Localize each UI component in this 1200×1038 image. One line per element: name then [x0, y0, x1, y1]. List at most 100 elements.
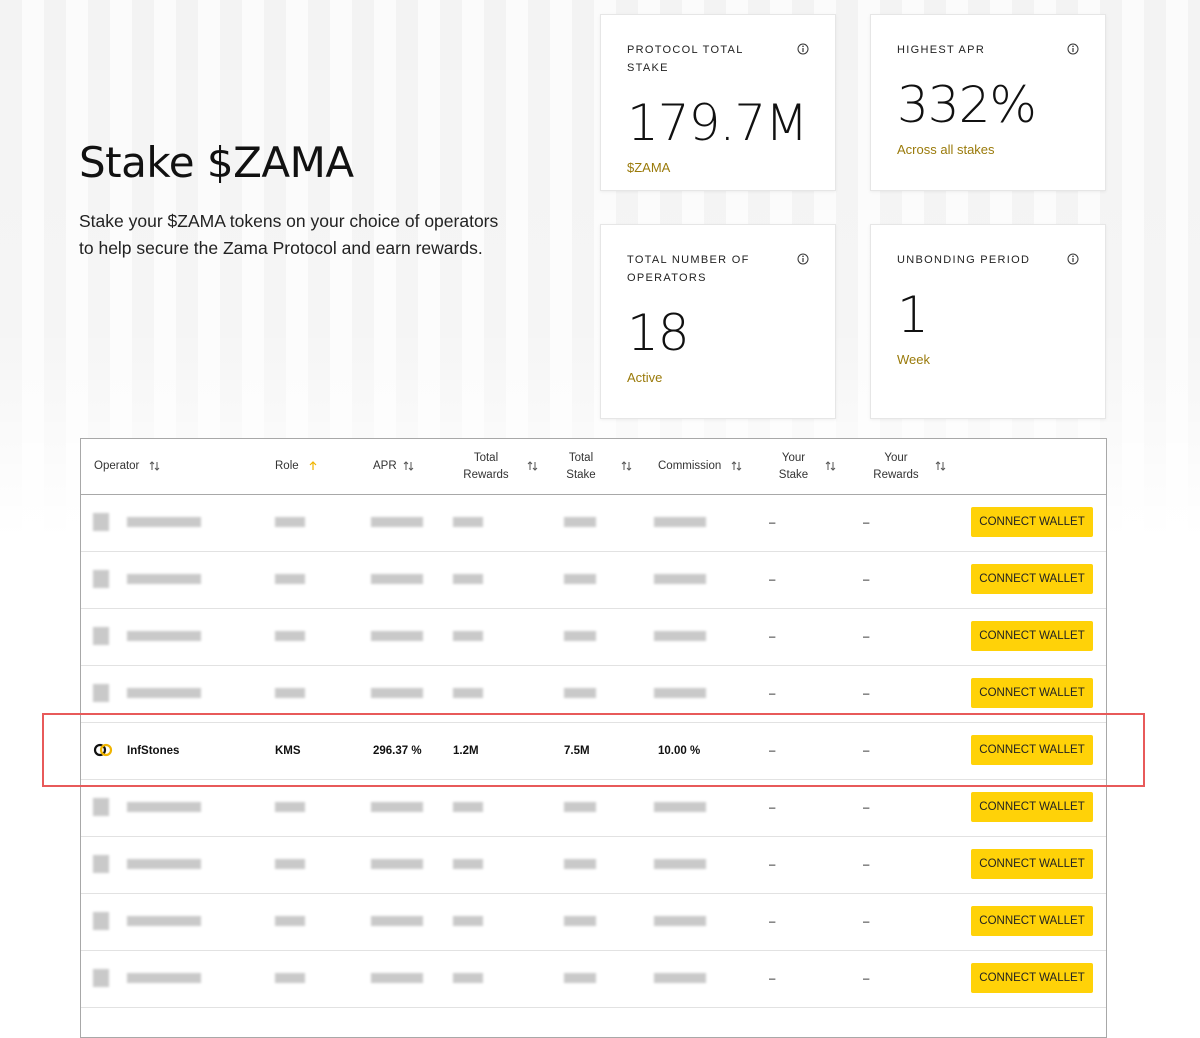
column-header-text: Your Rewards: [873, 451, 919, 481]
your-rewards-cell: –: [863, 687, 870, 700]
your-stake-cell: –: [769, 915, 776, 928]
table-row: – – CONNECT WALLET: [81, 950, 1106, 1008]
connect-wallet-button[interactable]: CONNECT WALLET: [971, 849, 1093, 879]
blurred-placeholder: [453, 973, 483, 983]
blurred-placeholder: [275, 517, 305, 527]
blurred-placeholder: [453, 517, 483, 527]
table-row: – – CONNECT WALLET: [81, 494, 1106, 552]
blurred-placeholder: [654, 574, 706, 584]
blurred-placeholder: [275, 916, 305, 926]
column-header-text: APR: [373, 460, 397, 472]
info-icon: [797, 43, 809, 55]
your-stake-cell: –: [769, 630, 776, 643]
info-icon: [797, 253, 809, 265]
table-row: – – CONNECT WALLET: [81, 665, 1106, 723]
blurred-placeholder: [564, 688, 596, 698]
your-stake-cell: –: [769, 801, 776, 814]
blurred-placeholder: [564, 973, 596, 983]
stat-note: Week: [897, 352, 930, 367]
blurred-placeholder: [453, 574, 483, 584]
column-header: Operator: [94, 439, 144, 494]
stat-value: 332%: [897, 76, 1037, 134]
info-icon: [1067, 43, 1079, 55]
blurred-placeholder: [654, 688, 706, 698]
stat-label: HIGHEST APR: [897, 44, 986, 56]
blurred-placeholder: [275, 859, 305, 869]
blurred-placeholder: [275, 631, 305, 641]
connect-wallet-button[interactable]: CONNECT WALLET: [971, 564, 1093, 594]
your-rewards-cell: –: [863, 744, 870, 757]
connect-wallet-button[interactable]: CONNECT WALLET: [971, 792, 1093, 822]
blurred-placeholder: [127, 574, 201, 584]
commission-cell: 10.00 %: [658, 744, 701, 757]
blurred-placeholder: [93, 969, 109, 987]
blurred-placeholder: [93, 627, 109, 645]
stat-card: UNBONDING PERIOD 1 Week: [870, 224, 1106, 419]
connect-wallet-button[interactable]: CONNECT WALLET: [971, 678, 1093, 708]
blurred-placeholder: [127, 859, 201, 869]
stat-value: 1: [897, 286, 929, 344]
your-rewards-cell: –: [863, 573, 870, 586]
stat-note: Active: [627, 370, 663, 385]
blurred-placeholder: [654, 517, 706, 527]
blurred-placeholder: [564, 574, 596, 584]
page-title: Stake $ZAMA: [79, 138, 354, 187]
highlight-box: [42, 713, 1145, 787]
table-row: – – CONNECT WALLET: [81, 893, 1106, 951]
blurred-placeholder: [564, 916, 596, 926]
blurred-placeholder: [371, 916, 423, 926]
blurred-placeholder: [127, 916, 201, 926]
blurred-placeholder: [93, 798, 109, 816]
column-header: Your Stake: [771, 439, 816, 494]
connect-wallet-button[interactable]: CONNECT WALLET: [971, 507, 1093, 537]
blurred-placeholder: [93, 684, 109, 702]
page-description: Stake your $ZAMA tokens on your choice o…: [79, 211, 499, 258]
column-header: Role: [275, 439, 315, 494]
info-icon: [1067, 253, 1079, 265]
column-header-text: Total Rewards: [463, 451, 509, 481]
column-header-text: Operator: [94, 460, 140, 472]
column-header: Commission: [658, 439, 738, 494]
blurred-placeholder: [127, 802, 201, 812]
blurred-placeholder: [275, 688, 305, 698]
stat-label: PROTOCOL TOTAL STAKE: [627, 44, 744, 74]
blurred-placeholder: [127, 517, 201, 527]
blurred-placeholder: [564, 802, 596, 812]
your-rewards-cell: –: [863, 801, 870, 814]
connect-wallet-button[interactable]: CONNECT WALLET: [971, 621, 1093, 651]
operator-logo: [93, 743, 113, 757]
blurred-placeholder: [564, 517, 596, 527]
blurred-placeholder: [453, 859, 483, 869]
table-row: InfStones KMS 296.37 % 1.2M 7.5M 10.00 % – – CON…: [81, 722, 1106, 780]
connect-wallet-button[interactable]: CONNECT WALLET: [971, 906, 1093, 936]
blurred-placeholder: [93, 855, 109, 873]
blurred-placeholder: [453, 916, 483, 926]
table-row: – – CONNECT WALLET: [81, 836, 1106, 894]
blurred-placeholder: [275, 802, 305, 812]
your-rewards-cell: –: [863, 516, 870, 529]
your-stake-cell: –: [769, 516, 776, 529]
table-row: – – CONNECT WALLET: [81, 779, 1106, 837]
stat-note: $ZAMA: [627, 160, 671, 175]
blurred-placeholder: [371, 973, 423, 983]
blurred-placeholder: [127, 631, 201, 641]
table-row: – – CONNECT WALLET: [81, 608, 1106, 666]
blurred-placeholder: [127, 973, 201, 983]
total-stake-cell: 7.5M: [564, 744, 590, 757]
your-stake-cell: –: [769, 972, 776, 985]
blurred-placeholder: [371, 802, 423, 812]
your-rewards-cell: –: [863, 630, 870, 643]
stat-label: TOTAL NUMBER OF OPERATORS: [627, 254, 750, 284]
operators-table: Operator Role APR Total Rewards Total Stake C…: [80, 438, 1107, 1038]
stat-value: 18: [627, 304, 690, 362]
total-rewards-cell: 1.2M: [453, 744, 479, 757]
stat-card: HIGHEST APR 332% Across all stakes: [870, 14, 1106, 191]
sort-icon: [149, 461, 160, 471]
connect-wallet-button[interactable]: CONNECT WALLET: [971, 963, 1093, 993]
sort-icon: [403, 461, 414, 471]
connect-wallet-button[interactable]: CONNECT WALLET: [971, 735, 1093, 765]
your-rewards-cell: –: [863, 915, 870, 928]
stat-card: TOTAL NUMBER OF OPERATORS 18 Active: [600, 224, 836, 419]
sort-icon: [621, 461, 632, 471]
your-stake-cell: –: [769, 687, 776, 700]
